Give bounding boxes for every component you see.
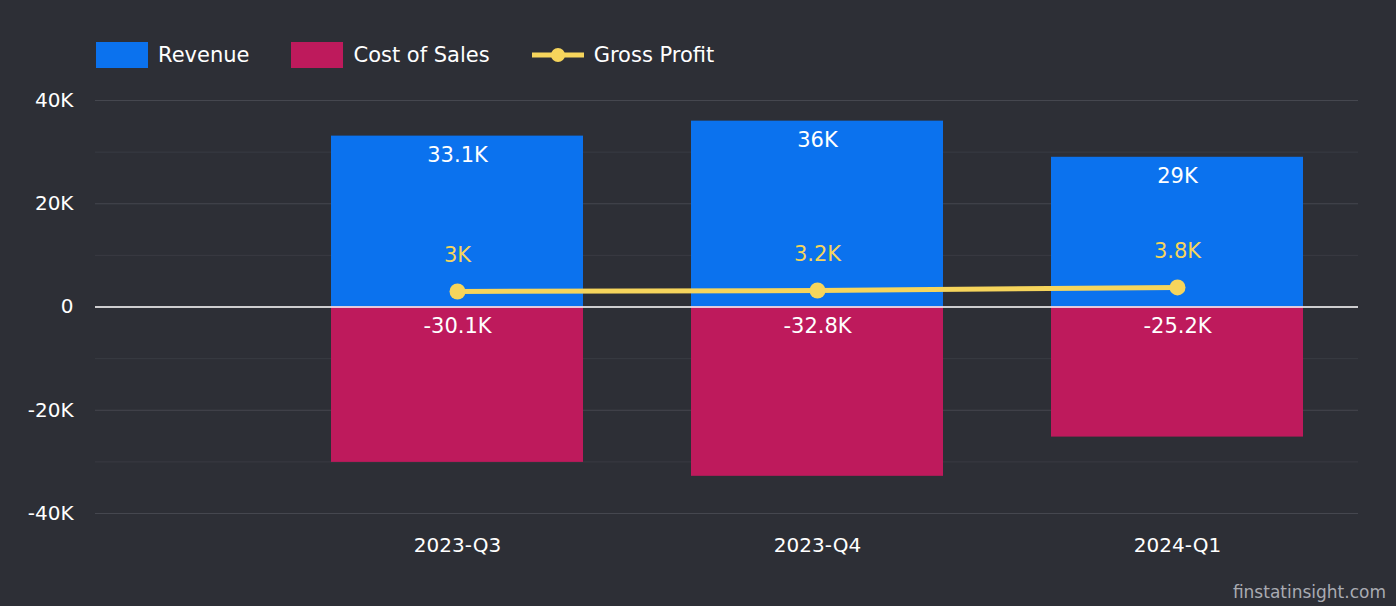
svg-text:3.8K: 3.8K	[1154, 239, 1202, 263]
svg-text:-40K: -40K	[28, 501, 75, 525]
svg-text:0: 0	[61, 294, 74, 318]
svg-text:2023-Q3: 2023-Q3	[414, 533, 501, 557]
svg-text:2024-Q1: 2024-Q1	[1134, 533, 1221, 557]
svg-text:40K: 40K	[35, 88, 74, 112]
svg-text:20K: 20K	[35, 191, 74, 215]
svg-text:29K: 29K	[1157, 164, 1199, 188]
svg-text:-20K: -20K	[28, 398, 75, 422]
html-text:Revenue: Revenue	[158, 43, 250, 67]
svg-text:-25.2K: -25.2K	[1143, 314, 1212, 338]
svg-text:2023-Q4: 2023-Q4	[774, 533, 861, 557]
html-text:finstatinsight.com: finstatinsight.com	[1232, 582, 1386, 602]
svg-text:36K: 36K	[797, 128, 839, 152]
svg-text:3.2K: 3.2K	[794, 242, 842, 266]
html-text:Gross Profit: Gross Profit	[593, 43, 715, 67]
svg-text:-30.1K: -30.1K	[423, 314, 492, 338]
svg-text:33.1K: 33.1K	[427, 143, 489, 167]
html-text:Cost of Sales: Cost of Sales	[353, 43, 490, 67]
svg-text:3K: 3K	[444, 243, 472, 267]
svg-text:-32.8K: -32.8K	[783, 314, 852, 338]
